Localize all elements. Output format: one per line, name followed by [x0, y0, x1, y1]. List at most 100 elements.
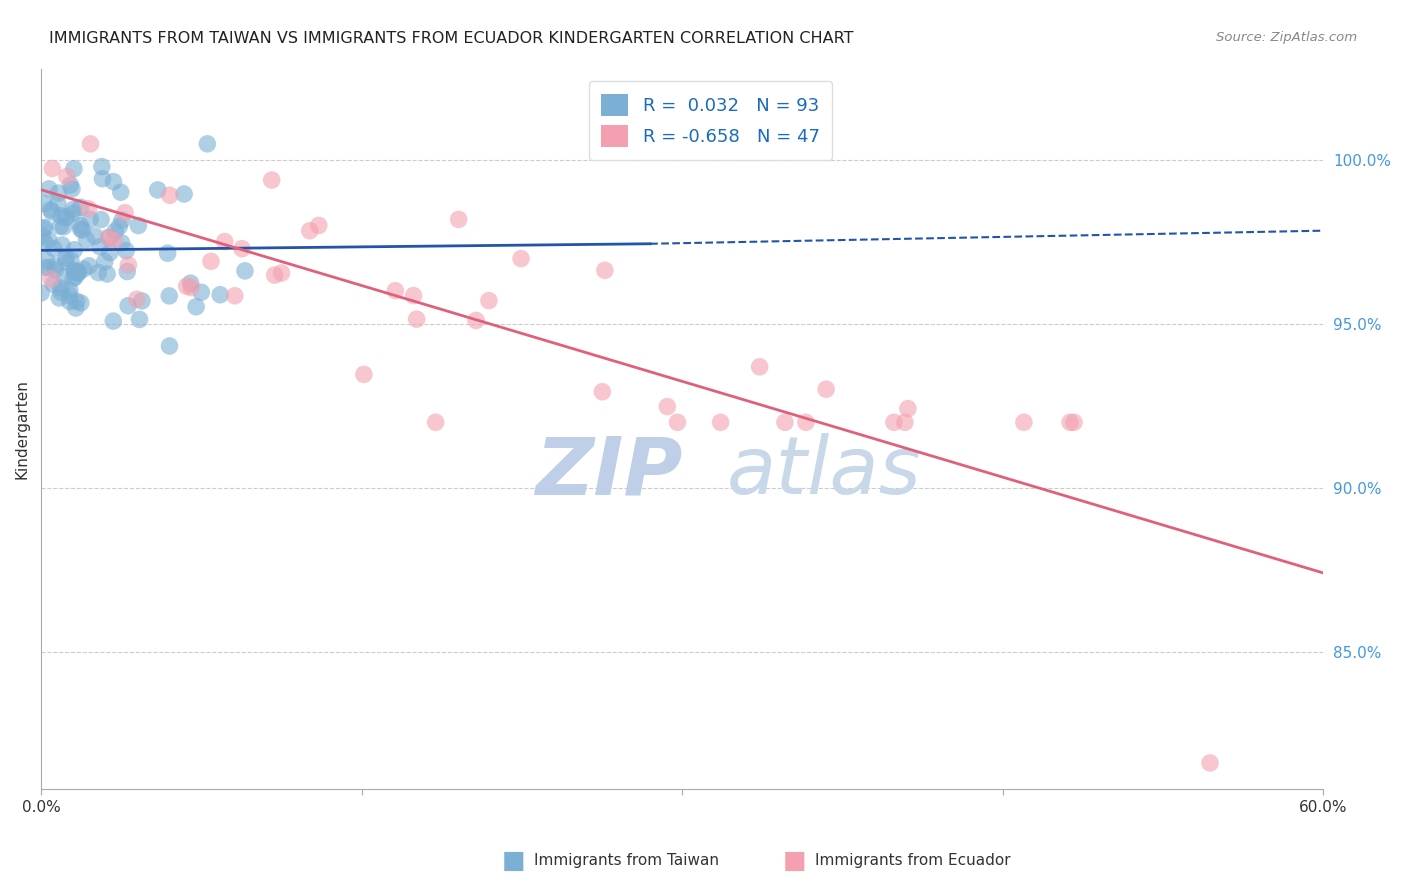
Point — [42, 277, 65, 292]
Point — [465, 313, 488, 327]
Point — [83, 229, 105, 244]
Point — [55, 210, 77, 224]
Point — [657, 400, 679, 414]
Point — [353, 368, 375, 382]
Text: Source: ZipAtlas.com: Source: ZipAtlas.com — [1216, 31, 1357, 45]
Text: ■: ■ — [502, 849, 524, 872]
Point — [55, 211, 77, 226]
Point — [478, 293, 501, 308]
Point — [38, 260, 60, 275]
Point — [44, 259, 66, 273]
Point — [1063, 415, 1085, 429]
Point — [35, 253, 58, 268]
Point — [195, 136, 218, 151]
Point — [815, 382, 838, 396]
Point — [51, 238, 73, 252]
Point — [63, 161, 86, 176]
Point — [117, 299, 139, 313]
Text: Immigrants from Taiwan: Immigrants from Taiwan — [534, 854, 720, 868]
Point — [69, 296, 91, 310]
Point — [48, 186, 70, 201]
Point — [94, 254, 117, 268]
Point — [666, 415, 689, 429]
Point — [89, 240, 111, 254]
Point — [224, 289, 246, 303]
Point — [69, 219, 91, 233]
Point — [59, 178, 82, 192]
Point — [79, 212, 101, 227]
Point — [384, 284, 406, 298]
Point — [91, 171, 114, 186]
Point — [98, 245, 121, 260]
Point — [125, 292, 148, 306]
Point — [184, 300, 207, 314]
Point — [49, 281, 72, 295]
Point — [41, 205, 63, 219]
Text: IMMIGRANTS FROM TAIWAN VS IMMIGRANTS FROM ECUADOR KINDERGARTEN CORRELATION CHART: IMMIGRANTS FROM TAIWAN VS IMMIGRANTS FRO… — [49, 31, 853, 46]
Point — [60, 182, 83, 196]
Point — [156, 246, 179, 260]
Point — [103, 234, 125, 248]
Point — [58, 288, 80, 302]
Point — [65, 269, 87, 284]
Point — [59, 294, 82, 309]
Point — [90, 212, 112, 227]
Point — [55, 254, 77, 268]
Point — [67, 266, 90, 280]
Point — [32, 221, 55, 235]
Point — [110, 235, 132, 250]
Legend: R =  0.032   N = 93, R = -0.658   N = 47: R = 0.032 N = 93, R = -0.658 N = 47 — [589, 81, 832, 160]
Point — [62, 202, 84, 217]
Point — [62, 271, 84, 285]
Point — [1012, 415, 1035, 429]
Text: ZIP: ZIP — [534, 434, 682, 511]
Point — [69, 222, 91, 236]
Point — [146, 183, 169, 197]
Point — [34, 236, 56, 251]
Point — [90, 160, 112, 174]
Point — [591, 384, 613, 399]
Point — [42, 242, 65, 256]
Point — [159, 188, 181, 202]
Point — [209, 287, 232, 301]
Point — [180, 276, 202, 290]
Point — [46, 196, 69, 211]
Point — [63, 265, 86, 279]
Point — [59, 253, 82, 268]
Point — [49, 209, 72, 223]
Point — [39, 272, 62, 286]
Point — [87, 266, 110, 280]
Point — [117, 258, 139, 272]
Point — [447, 212, 470, 227]
Point — [180, 280, 202, 294]
Point — [51, 285, 73, 300]
Point — [108, 219, 131, 234]
Point — [32, 196, 55, 211]
Point — [30, 285, 52, 300]
Point — [34, 220, 56, 235]
Point — [104, 224, 127, 238]
Point — [34, 260, 56, 275]
Point — [103, 175, 125, 189]
Point — [111, 213, 134, 227]
Point — [63, 243, 86, 257]
Point — [773, 415, 796, 429]
Point — [128, 312, 150, 326]
Point — [48, 291, 70, 305]
Point — [176, 279, 198, 293]
Point — [1199, 756, 1222, 770]
Point — [38, 182, 60, 196]
Point — [38, 233, 60, 247]
Text: Immigrants from Ecuador: Immigrants from Ecuador — [815, 854, 1011, 868]
Point — [110, 185, 132, 199]
Point — [115, 264, 138, 278]
Point — [77, 259, 100, 273]
Text: ■: ■ — [783, 849, 806, 872]
Point — [405, 312, 427, 326]
Point — [41, 161, 63, 176]
Point — [794, 415, 817, 429]
Point — [72, 262, 94, 277]
Point — [53, 269, 76, 284]
Point — [76, 233, 98, 247]
Point — [56, 169, 79, 184]
